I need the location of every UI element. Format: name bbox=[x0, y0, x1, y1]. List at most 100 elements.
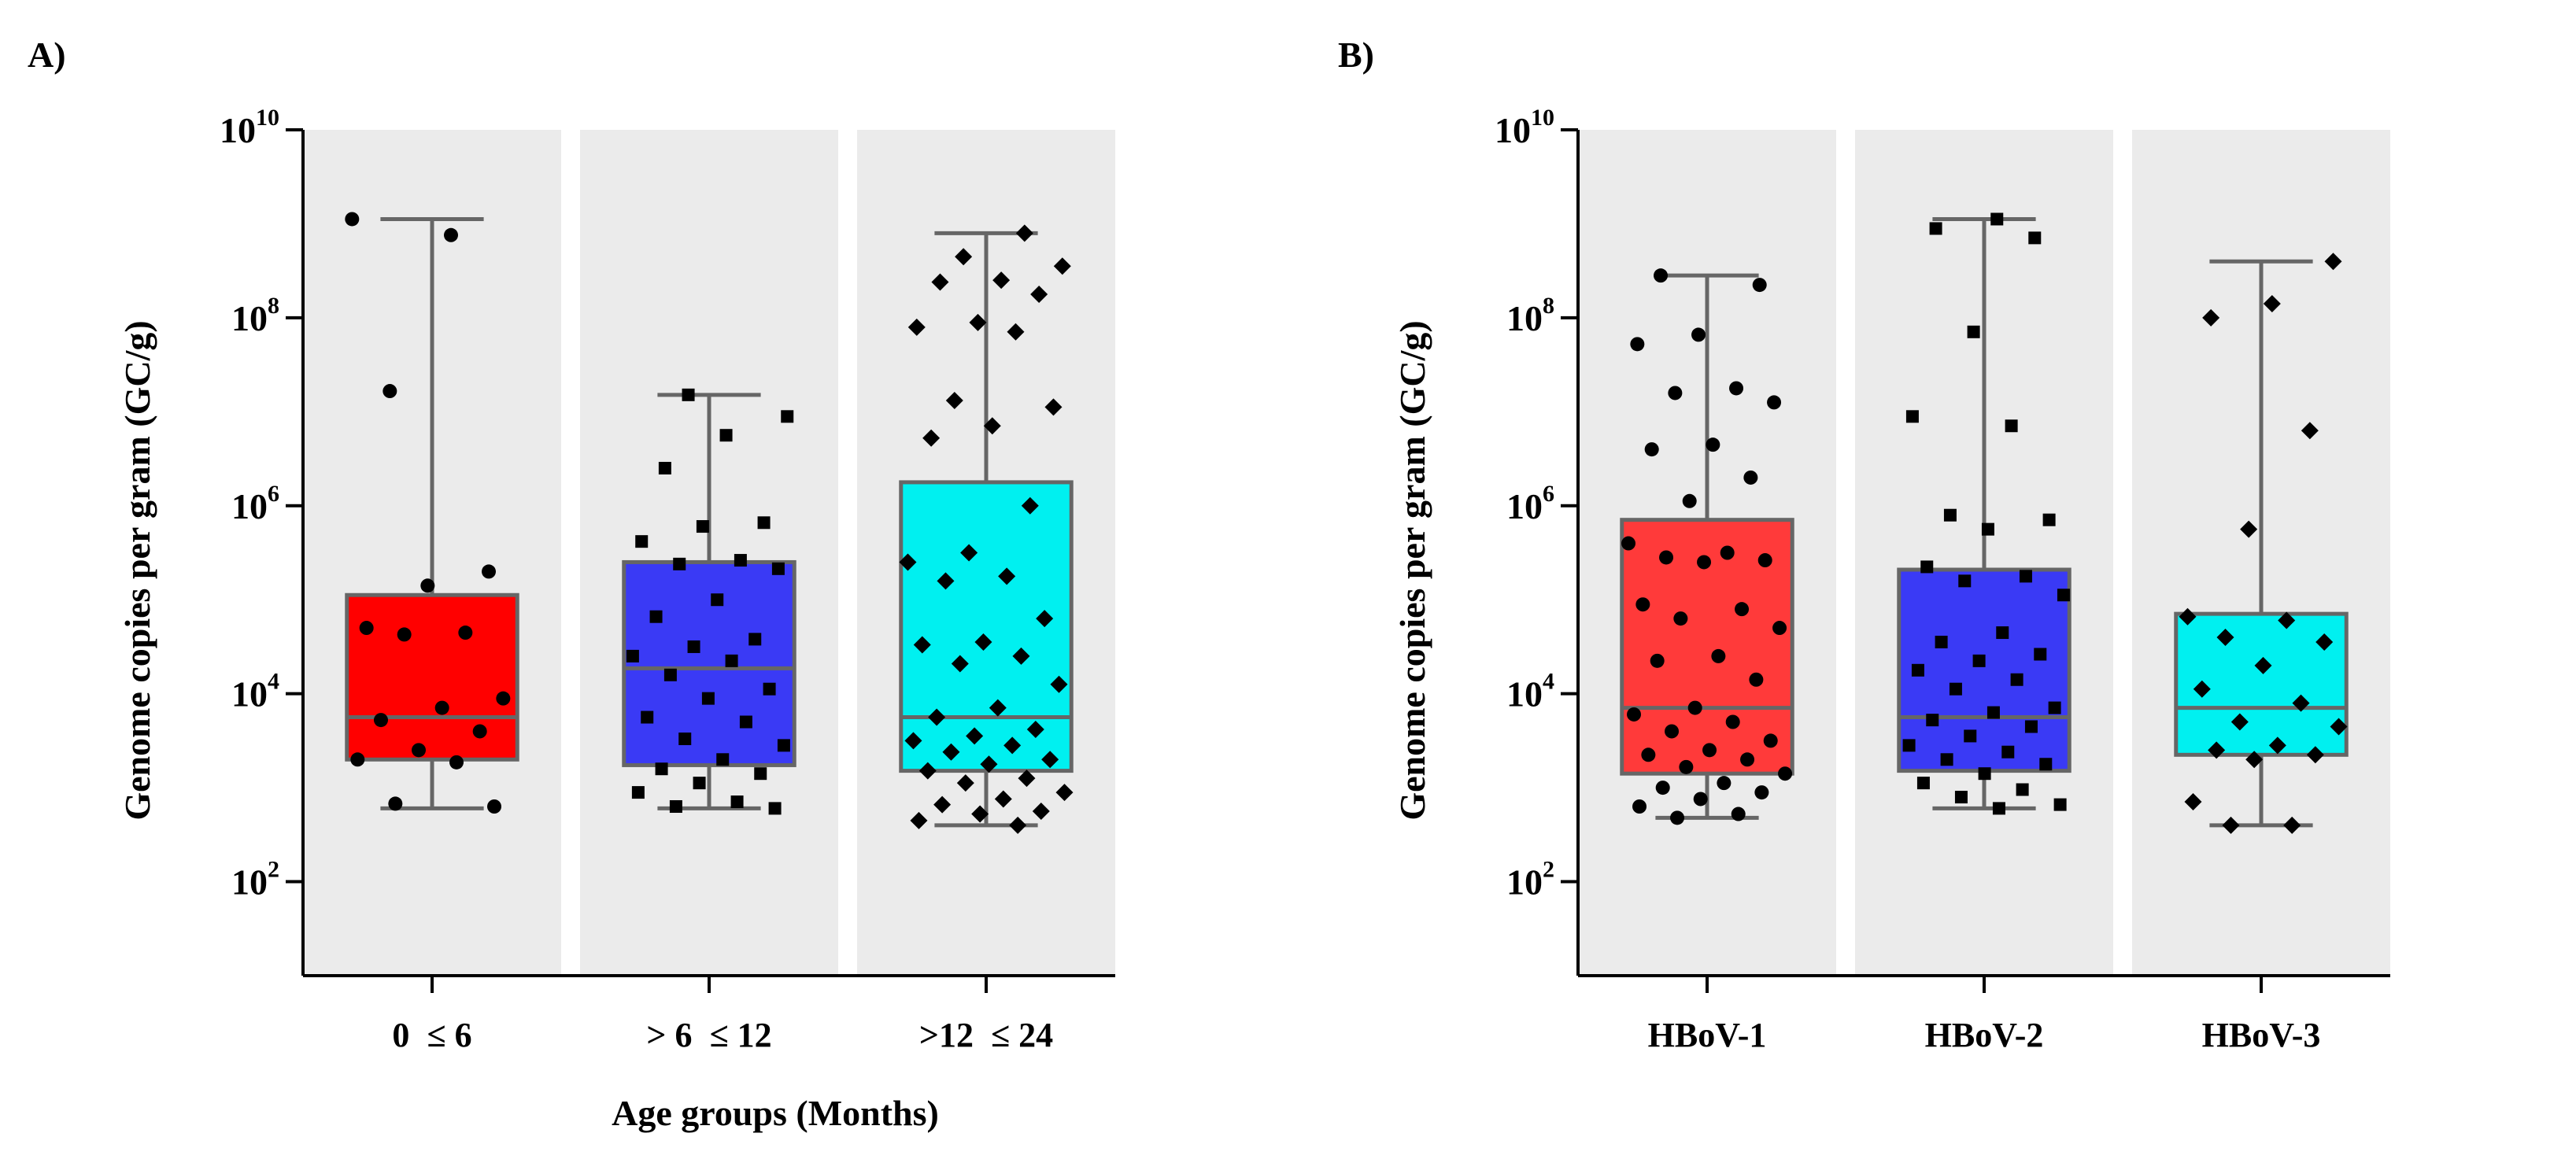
group-1-point bbox=[482, 564, 497, 579]
group-2-point bbox=[2053, 798, 2067, 811]
group-1-point bbox=[1632, 799, 1647, 814]
group-2-point bbox=[678, 733, 692, 745]
group-3-point bbox=[956, 774, 974, 792]
group-3-x-tick-label: >12 ≤ 24 bbox=[919, 1016, 1053, 1054]
group-3-point bbox=[918, 762, 937, 780]
group-2-point bbox=[1990, 212, 2004, 226]
group-3-point bbox=[960, 544, 978, 562]
group-1-point bbox=[1644, 442, 1659, 457]
group-1-point bbox=[1767, 395, 1782, 410]
group-1-x-tick-label: HBoV-1 bbox=[1648, 1016, 1767, 1054]
group-1-point bbox=[1749, 672, 1764, 687]
group-2-point bbox=[626, 649, 639, 663]
group-2-box bbox=[622, 559, 796, 767]
group-2-point bbox=[757, 516, 771, 530]
panel-b-points bbox=[1621, 212, 2348, 834]
group-2-point bbox=[768, 802, 782, 815]
y-tick-base: 10 bbox=[231, 862, 268, 902]
y-tick-base: 10 bbox=[220, 110, 256, 150]
group-1-point bbox=[444, 227, 459, 242]
group-1-point bbox=[449, 755, 464, 770]
y-tick-base: 10 bbox=[1495, 110, 1531, 150]
group-2-point bbox=[781, 410, 794, 423]
group-1-point bbox=[420, 578, 435, 593]
group-2-point bbox=[2019, 570, 2032, 583]
group-3-point bbox=[933, 795, 952, 814]
group-3-point bbox=[904, 732, 922, 750]
group-1-point bbox=[1635, 597, 1650, 612]
group-2-point bbox=[716, 753, 730, 766]
panel-b-letter: B) bbox=[1338, 35, 1374, 75]
panel-a-y-axis-title: Genome copies per gram (GC/g) bbox=[117, 320, 157, 820]
group-1-point bbox=[1655, 781, 1670, 795]
group-1-point bbox=[1754, 785, 1769, 800]
y-tick-label: 106 bbox=[231, 481, 279, 526]
group-3-point bbox=[913, 636, 931, 654]
group-2-point bbox=[725, 654, 738, 667]
group-2-point bbox=[701, 692, 715, 705]
group-2-point bbox=[2057, 589, 2070, 602]
group-2-point bbox=[2010, 673, 2023, 686]
group-2-point bbox=[719, 429, 733, 442]
group-3-point bbox=[2324, 253, 2342, 271]
group-2-point bbox=[2028, 231, 2042, 245]
y-tick-exponent: 2 bbox=[268, 857, 279, 883]
group-2-point bbox=[777, 739, 790, 752]
group-2-point bbox=[771, 562, 785, 575]
group-3-point bbox=[1032, 802, 1050, 820]
group-3-point bbox=[1026, 721, 1044, 739]
group-2-point bbox=[739, 715, 752, 729]
group-2-point bbox=[2001, 745, 2015, 759]
group-2-point bbox=[658, 462, 671, 474]
group-2-point bbox=[730, 795, 744, 809]
y-tick-exponent: 6 bbox=[1543, 481, 1554, 507]
group-2-point bbox=[687, 640, 700, 653]
group-3-point bbox=[1003, 736, 1022, 755]
y-tick-label: 102 bbox=[231, 857, 279, 902]
group-1-point bbox=[1725, 714, 1740, 729]
group-3-point bbox=[955, 248, 973, 266]
group-1-point bbox=[1641, 747, 1656, 762]
group-2-point bbox=[2016, 783, 2029, 796]
y-tick-label: 106 bbox=[1506, 481, 1554, 526]
y-tick-base: 10 bbox=[231, 486, 268, 526]
group-2-point bbox=[711, 593, 724, 607]
group-1-point bbox=[1772, 621, 1787, 636]
y-tick-exponent: 2 bbox=[1543, 857, 1554, 883]
group-3-point bbox=[951, 655, 969, 673]
panel-a-boxes bbox=[345, 216, 1074, 828]
group-1-point bbox=[1691, 327, 1706, 342]
group-1-point bbox=[350, 752, 365, 767]
group-1-point bbox=[412, 743, 427, 758]
group-1-point bbox=[1659, 550, 1674, 565]
group-3-point bbox=[983, 417, 1001, 435]
group-2-point bbox=[1958, 574, 1972, 588]
group-2-point bbox=[641, 711, 654, 724]
group-1-point bbox=[1650, 653, 1665, 668]
group-2-point bbox=[2005, 419, 2018, 433]
group-1-point bbox=[1654, 268, 1669, 283]
group-1-box bbox=[345, 592, 519, 762]
y-tick-base: 10 bbox=[1506, 486, 1543, 526]
group-2-point bbox=[2034, 648, 2047, 661]
group-1-point bbox=[1757, 553, 1772, 568]
group-3-point bbox=[1009, 816, 1027, 834]
panel-a-letter: A) bbox=[28, 35, 66, 75]
group-2-point bbox=[754, 767, 767, 781]
group-2-point bbox=[631, 786, 645, 799]
y-tick-base: 10 bbox=[1506, 674, 1543, 714]
group-3-point bbox=[922, 429, 941, 447]
y-tick-exponent: 4 bbox=[1543, 669, 1554, 695]
panel-a-points bbox=[345, 212, 1074, 834]
group-3-point bbox=[2330, 718, 2348, 736]
group-3-point bbox=[937, 572, 955, 590]
group-2-box bbox=[1897, 567, 2072, 773]
group-3-point bbox=[931, 273, 949, 291]
group-2-point bbox=[1929, 222, 1942, 235]
group-3-point bbox=[2202, 308, 2220, 327]
group-2-point bbox=[1943, 508, 1957, 522]
group-3-point bbox=[2179, 607, 2197, 626]
group-3-point bbox=[1053, 257, 1071, 275]
